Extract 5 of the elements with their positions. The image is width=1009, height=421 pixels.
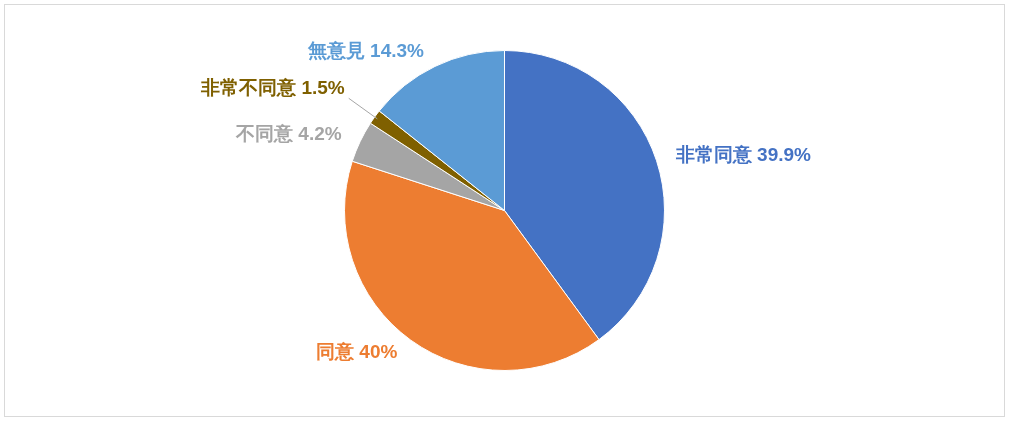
slice-label: 同意 40% <box>316 341 398 363</box>
slice-label: 不同意 4.2% <box>235 122 342 144</box>
slice-label: 非常不同意 1.5% <box>200 76 345 98</box>
slice-label: 無意見 14.3% <box>306 40 425 62</box>
slice-label: 非常同意 39.9% <box>674 144 812 166</box>
